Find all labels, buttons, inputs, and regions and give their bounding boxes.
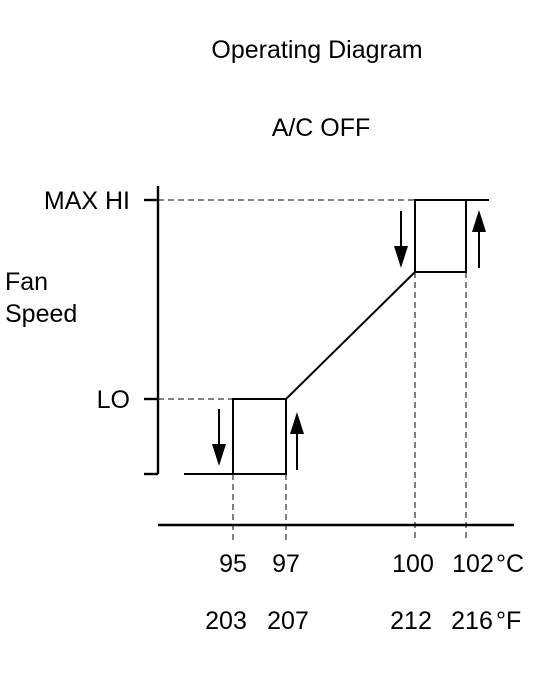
- tick-c-95: 95: [219, 550, 247, 578]
- level-label-lo: LO: [97, 386, 130, 414]
- arrow-up-high: [472, 210, 486, 268]
- tick-f-212: 212: [390, 607, 432, 635]
- arrow-down-high: [394, 211, 408, 268]
- unit-celsius: °C: [496, 550, 524, 578]
- tick-c-97: 97: [272, 550, 300, 578]
- high-hysteresis-loop: [414, 199, 467, 273]
- arrow-down-low: [212, 409, 226, 466]
- tick-c-100: 100: [392, 550, 434, 578]
- diagram-subtitle: A/C OFF: [272, 114, 371, 142]
- y-axis-label-line1: Fan: [5, 268, 48, 296]
- tick-f-216: 216: [451, 607, 493, 635]
- y-axis-label-line2: Speed: [5, 300, 77, 328]
- tick-f-203: 203: [205, 607, 247, 635]
- tick-c-102: 102: [452, 550, 494, 578]
- tick-f-207: 207: [267, 607, 309, 635]
- speed-ramp-line: [285, 271, 416, 400]
- arrow-up-low: [290, 412, 304, 470]
- level-label-max-hi: MAX HI: [44, 187, 130, 215]
- low-hysteresis-loop: [184, 398, 287, 475]
- diagram-title: Operating Diagram: [211, 36, 422, 64]
- unit-fahrenheit: °F: [496, 607, 521, 635]
